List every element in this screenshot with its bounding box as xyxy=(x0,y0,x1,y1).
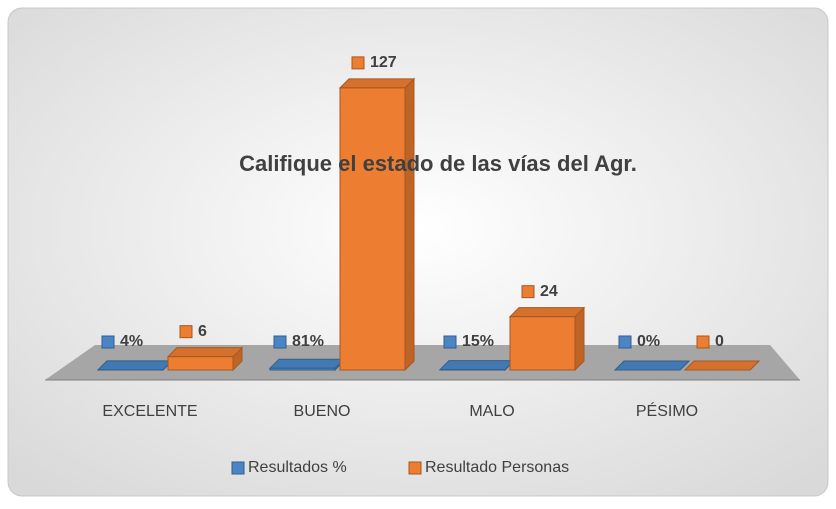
label-key xyxy=(522,286,534,298)
label-key xyxy=(274,336,286,348)
bar xyxy=(340,79,414,370)
label-key xyxy=(102,336,114,348)
label-key xyxy=(619,336,631,348)
bar xyxy=(685,361,759,370)
chart-title: Califique el estado de las vías del Agr. xyxy=(239,151,637,176)
legend-label: Resultados % xyxy=(248,459,347,476)
label-key xyxy=(180,326,192,338)
data-label: 4% xyxy=(120,333,143,350)
bar xyxy=(510,308,584,370)
data-label: 15% xyxy=(462,333,494,350)
label-key xyxy=(352,57,364,69)
chart-frame xyxy=(8,8,828,496)
bar-top xyxy=(340,79,414,88)
x-tick-label: BUENO xyxy=(294,403,351,420)
label-key xyxy=(444,336,456,348)
bar-top xyxy=(510,308,584,317)
bar-side xyxy=(405,79,414,370)
bar-top xyxy=(440,361,514,370)
data-label: 0% xyxy=(637,333,660,350)
bar xyxy=(440,361,514,370)
bar-top xyxy=(168,348,242,357)
data-label: 0 xyxy=(715,333,724,350)
bar xyxy=(270,359,344,370)
legend-key xyxy=(409,462,421,474)
x-tick-label: EXCELENTE xyxy=(102,403,197,420)
bar-top xyxy=(98,361,172,370)
label-key xyxy=(697,336,709,348)
bar-top xyxy=(270,359,344,368)
legend-label: Resultado Personas xyxy=(425,459,569,476)
bar-front xyxy=(340,88,405,370)
bar xyxy=(615,361,689,370)
data-label: 81% xyxy=(292,333,324,350)
bar-front xyxy=(270,368,335,370)
data-label: 6 xyxy=(198,323,207,340)
bar-top xyxy=(615,361,689,370)
x-tick-label: MALO xyxy=(469,403,514,420)
bar xyxy=(168,348,242,370)
data-label: 127 xyxy=(370,54,397,71)
bar-top xyxy=(685,361,759,370)
bar xyxy=(98,361,172,370)
x-tick-label: PÉSIMO xyxy=(636,401,698,420)
bar-front xyxy=(510,317,575,370)
bar-side xyxy=(575,308,584,370)
bar-front xyxy=(168,357,233,370)
legend-key xyxy=(232,462,244,474)
data-label: 24 xyxy=(540,283,558,300)
